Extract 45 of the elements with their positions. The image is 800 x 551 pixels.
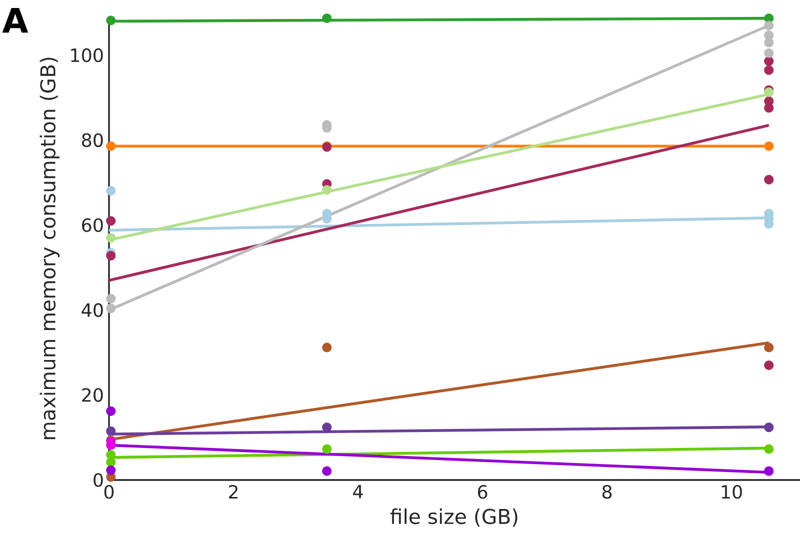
point: [106, 233, 116, 243]
point: [764, 20, 774, 30]
text: A: [2, 8, 28, 33]
x-tick-label: 10: [722, 484, 742, 499]
point: [764, 174, 774, 184]
x-tick-label: 8: [602, 484, 612, 499]
point: [106, 250, 116, 260]
x-tick-label: 6: [478, 484, 488, 499]
y-tick-label: 60: [82, 218, 103, 232]
point: [322, 13, 332, 24]
point: [106, 141, 116, 151]
point: [106, 216, 116, 226]
point: [764, 38, 774, 48]
point: [764, 65, 774, 75]
point: [106, 406, 116, 416]
point: [322, 444, 332, 454]
y-tick-label: 100: [71, 48, 103, 62]
point: [322, 342, 332, 352]
point: [764, 422, 774, 432]
point: [764, 48, 774, 58]
point: [764, 342, 774, 352]
x-axis-title: file size (GB): [390, 508, 518, 527]
x-tick-label: 0: [104, 484, 114, 499]
y-tick-label: 80: [82, 133, 103, 148]
x-tick-label: 2: [229, 484, 238, 499]
point: [764, 466, 774, 476]
point: [106, 426, 116, 436]
x-tick-label: 4: [353, 484, 363, 498]
point: [106, 294, 116, 304]
y-tick-label: 0: [94, 473, 103, 487]
point: [106, 16, 116, 26]
y-axis-title: maximum memory consumption (GB): [40, 58, 60, 440]
y-tick-label: 40: [82, 303, 103, 317]
point: [322, 466, 332, 476]
point: [106, 186, 116, 196]
point: [106, 457, 116, 467]
point: [106, 304, 116, 314]
point: [764, 141, 774, 151]
y-tick-label: 20: [82, 388, 103, 402]
point: [106, 465, 116, 475]
point: [764, 360, 774, 370]
point: [764, 103, 774, 113]
point: [764, 56, 774, 66]
point: [764, 444, 774, 454]
point: [322, 185, 332, 195]
